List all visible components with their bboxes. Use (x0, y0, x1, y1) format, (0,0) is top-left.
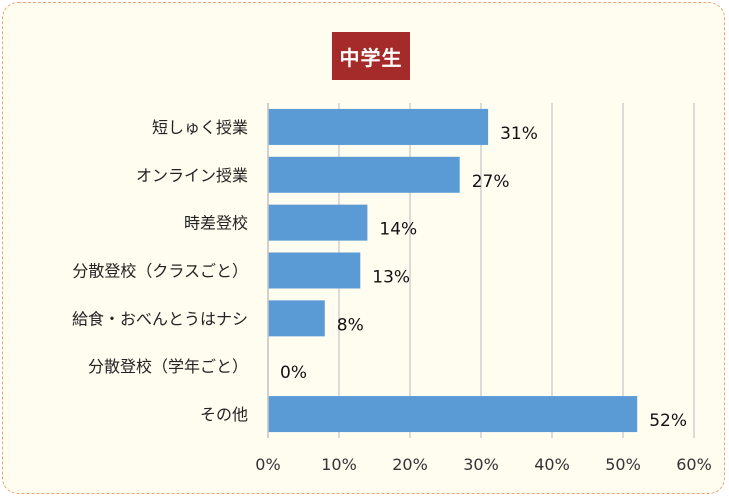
data-label: 8% (337, 315, 364, 335)
x-tick-label: 50% (605, 455, 641, 474)
data-label: 0% (280, 363, 307, 383)
category-label: 時差登校 (184, 214, 248, 233)
category-label: 分散登校（学年ごと） (88, 357, 248, 376)
x-tick-label: 60% (676, 455, 712, 474)
bar (268, 204, 368, 241)
x-tick-label: 30% (463, 455, 499, 474)
data-label: 31% (500, 124, 538, 144)
bar (268, 156, 460, 193)
data-label: 13% (372, 268, 410, 288)
chart-title: 中学生 (332, 32, 410, 80)
data-label: 52% (649, 411, 687, 431)
bar (268, 396, 638, 433)
category-label: オンライン授業 (136, 166, 248, 185)
data-label: 14% (379, 220, 417, 240)
x-tick-label: 40% (534, 455, 570, 474)
bar (268, 108, 489, 145)
category-label: その他 (200, 405, 248, 424)
data-label: 27% (472, 172, 510, 192)
category-label: 給食・おべんとうはナシ (72, 309, 248, 328)
x-tick-label: 20% (392, 455, 428, 474)
x-tick-label: 0% (255, 455, 280, 474)
category-label: 分散登校（クラスごと） (72, 262, 248, 281)
x-tick-label: 10% (321, 455, 357, 474)
category-label: 短しゅく授業 (152, 118, 248, 137)
bar (268, 252, 361, 289)
bar (268, 300, 325, 337)
